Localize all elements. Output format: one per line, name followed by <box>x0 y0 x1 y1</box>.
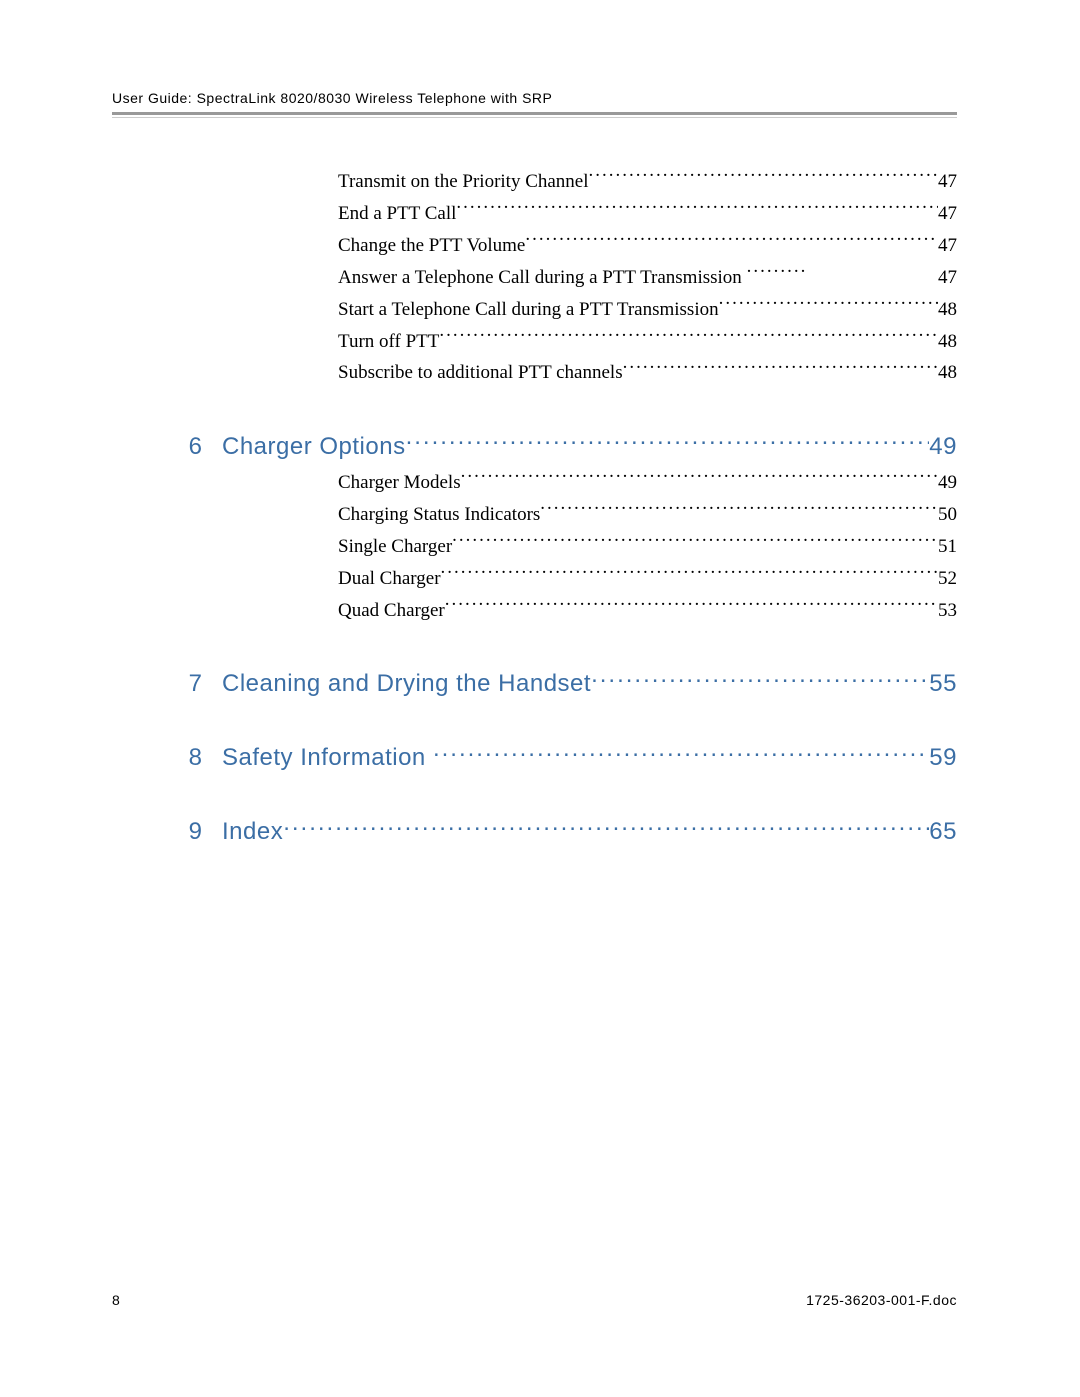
toc-sub-page: 51 <box>938 531 957 563</box>
toc-sub-page: 47 <box>938 230 957 262</box>
toc-leader-dots <box>441 563 938 584</box>
toc-leader-dots <box>452 531 938 552</box>
toc-sub-item: Start a Telephone Call during a PTT Tran… <box>338 294 957 326</box>
toc-sub-item: Single Charger 51 <box>338 531 957 563</box>
toc-sub-item: Dual Charger 52 <box>338 563 957 595</box>
toc-sub-title: Single Charger <box>338 531 452 563</box>
toc-chapter-row: 6 Charger Options 49 <box>112 427 957 463</box>
toc-sub-item: Turn off PTT 48 <box>338 326 957 358</box>
toc-sub-title: Change the PTT Volume <box>338 230 525 262</box>
toc-sub-page: 47 <box>938 166 957 198</box>
toc-leader-dots <box>461 467 938 488</box>
toc-chapter-title: Charger Options <box>222 430 406 464</box>
toc-sub-title: Turn off PTT <box>338 326 439 358</box>
toc-leader-dots <box>456 198 938 219</box>
toc-sub-title: Quad Charger <box>338 595 445 627</box>
toc-sub-page: 53 <box>938 595 957 627</box>
toc-sub-title: Transmit on the Priority Channel <box>338 166 589 198</box>
toc-sub-item: Charger Models 49 <box>338 467 957 499</box>
toc-chapter-title: Safety Information <box>222 741 433 775</box>
toc-sub-page: 48 <box>938 357 957 389</box>
page-footer: 8 1725-36203-001-F.doc <box>112 1292 957 1308</box>
toc-sub-page: 52 <box>938 563 957 595</box>
page-content: User Guide: SpectraLink 8020/8030 Wirele… <box>112 90 957 849</box>
toc-leader-dots <box>525 230 938 251</box>
toc-leader-dots <box>719 294 938 315</box>
toc-chapter-title-wrap: Charger Options 49 <box>222 427 957 463</box>
toc-sub-page: 48 <box>938 326 957 358</box>
toc-sub-page: 48 <box>938 294 957 326</box>
toc-sub-page: 49 <box>938 467 957 499</box>
toc-sub-title: Subscribe to additional PTT channels <box>338 357 623 389</box>
toc-chapter-page: 55 <box>929 667 957 701</box>
toc-chapter-title: Cleaning and Drying the Handset <box>222 667 591 701</box>
toc-leader-dots <box>623 358 938 379</box>
toc-chapter-page: 65 <box>929 815 957 849</box>
toc-sub-title: Start a Telephone Call during a PTT Tran… <box>338 294 719 326</box>
toc-sub-item: Quad Charger 53 <box>338 595 957 627</box>
toc-sub-item: End a PTT Call 47 <box>338 198 957 230</box>
toc-chapter-title-wrap: Cleaning and Drying the Handset 55 <box>222 665 957 701</box>
toc-sub-page: 47 <box>938 198 957 230</box>
toc-sub-item: Subscribe to additional PTT channels 48 <box>338 357 957 389</box>
toc-chapter-row: 8 Safety Information 59 <box>112 739 957 775</box>
toc-sub-item: Charging Status Indicators 50 <box>338 499 957 531</box>
toc-chapter-row: 7 Cleaning and Drying the Handset 55 <box>112 665 957 701</box>
toc-chapter-title-wrap: Index 65 <box>222 813 957 849</box>
toc-sub-title: Charger Models <box>338 467 461 499</box>
toc-sub-title: Dual Charger <box>338 563 441 595</box>
footer-doc-ref: 1725-36203-001-F.doc <box>806 1292 957 1308</box>
toc-chapter-row: 9 Index 65 <box>112 813 957 849</box>
table-of-contents: Transmit on the Priority Channel 47 End … <box>112 166 957 849</box>
toc-sub-item: Change the PTT Volume 47 <box>338 230 957 262</box>
toc-leader-dots: ......... <box>747 262 938 283</box>
header-rule-thick <box>112 112 957 115</box>
toc-chapter-title-wrap: Safety Information 59 <box>222 739 957 775</box>
toc-chapter-number: 7 <box>112 667 222 701</box>
toc-leader-dots <box>445 595 938 616</box>
header-rule-thin <box>112 117 957 118</box>
running-header: User Guide: SpectraLink 8020/8030 Wirele… <box>112 90 957 106</box>
toc-sub-title: Charging Status Indicators <box>338 499 540 531</box>
toc-subsection-group: Charger Models 49 Charging Status Indica… <box>338 467 957 627</box>
toc-chapter-title: Index <box>222 815 283 849</box>
toc-leader-dots <box>283 813 929 839</box>
toc-leader-dots <box>433 739 929 765</box>
toc-sub-page: 47 <box>938 262 957 294</box>
toc-sub-page: 50 <box>938 499 957 531</box>
toc-leader-dots <box>589 166 938 187</box>
toc-sub-title: Answer a Telephone Call during a PTT Tra… <box>338 262 747 294</box>
toc-sub-title: End a PTT Call <box>338 198 456 230</box>
toc-chapter-number: 9 <box>112 815 222 849</box>
toc-chapter-number: 8 <box>112 741 222 775</box>
toc-sub-item: Transmit on the Priority Channel 47 <box>338 166 957 198</box>
toc-chapter-number: 6 <box>112 430 222 464</box>
toc-chapter-page: 49 <box>929 430 957 464</box>
footer-page-number: 8 <box>112 1292 120 1308</box>
toc-leader-dots <box>540 499 938 520</box>
toc-leader-dots <box>591 665 929 691</box>
toc-subsection-group: Transmit on the Priority Channel 47 End … <box>338 166 957 389</box>
toc-sub-item: Answer a Telephone Call during a PTT Tra… <box>338 262 957 294</box>
toc-chapter-page: 59 <box>929 741 957 775</box>
toc-leader-dots <box>406 427 930 453</box>
toc-leader-dots <box>439 326 938 347</box>
